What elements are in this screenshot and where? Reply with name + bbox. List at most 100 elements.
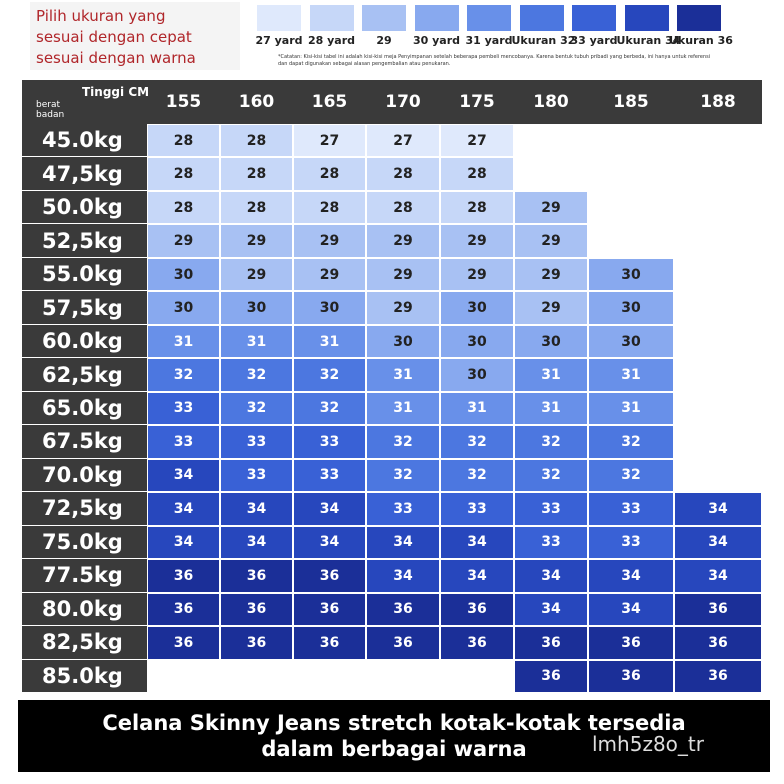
size-cell: 34 [514,559,588,593]
size-cell: 31 [588,391,674,426]
size-cell: 31 [588,358,674,392]
size-cell: 30 [440,358,514,392]
legend-label: Ukuran 36 [669,34,733,47]
size-cell: 30 [147,291,220,325]
size-cell: 36 [588,626,674,660]
size-cell: 33 [147,425,220,459]
size-cell: 28 [366,190,440,225]
size-cell: 32 [588,425,674,459]
size-cell: 32 [440,425,514,459]
row-label: 57,5kg [22,291,147,325]
size-cell: 36 [220,559,293,593]
size-cell: 36 [293,559,366,593]
size-cell: 34 [147,525,220,560]
size-cell: 28 [293,190,366,225]
empty-cell [588,124,674,158]
row-label: 55.0kg [22,258,147,292]
size-cell: 29 [293,224,366,258]
empty-cell [674,157,762,191]
corner-top: Tinggi CM [82,85,150,99]
size-cell: 36 [440,592,514,627]
size-cell: 29 [440,224,514,258]
size-cell: 32 [514,425,588,459]
size-cell: 28 [147,124,220,158]
empty-cell [147,659,220,693]
size-cell: 29 [514,224,588,258]
row-label: 52,5kg [22,224,147,258]
size-cell: 36 [220,592,293,627]
size-cell: 31 [366,358,440,392]
size-cell: 32 [293,391,366,426]
size-cell: 32 [220,358,293,392]
empty-cell [674,257,762,292]
size-cell: 27 [440,124,514,158]
size-cell: 29 [366,291,440,325]
empty-cell [588,157,674,191]
size-cell: 34 [220,525,293,560]
size-cell: 28 [220,190,293,225]
row-label: 77.5kg [22,559,147,593]
size-cell: 36 [147,592,220,627]
size-cell: 28 [147,190,220,225]
size-cell: 36 [514,659,588,693]
size-cell: 34 [674,559,762,593]
size-cell: 32 [147,358,220,392]
size-cell: 33 [588,525,674,560]
column-header: 165 [311,92,348,112]
size-cell: 30 [440,324,514,359]
size-cell: 33 [366,492,440,526]
size-cell: 36 [674,626,762,660]
size-cell: 30 [147,257,220,292]
column-header: 185 [613,92,649,112]
empty-cell [220,659,293,693]
size-cell: 28 [147,157,220,191]
empty-cell [514,157,588,191]
size-cell: 31 [514,358,588,392]
size-cell: 36 [366,592,440,627]
corner-bottom: berat badan [36,100,65,120]
size-cell: 27 [366,124,440,158]
size-cell: 29 [293,257,366,292]
empty-cell [366,659,440,693]
legend-label: 27 yard [255,34,303,47]
size-cell: 36 [674,659,762,693]
legend-swatch [257,5,301,31]
size-cell: 34 [147,458,220,493]
row-label: 47,5kg [22,157,147,191]
size-cell: 36 [293,626,366,660]
size-cell: 28 [220,157,293,191]
column-header: 155 [165,92,202,112]
title-line: Pilih ukuran yang [36,7,166,25]
size-cell: 29 [366,257,440,292]
row-label: 67.5kg [22,425,147,459]
size-cell: 28 [440,190,514,225]
size-cell: 29 [366,224,440,258]
size-cell: 34 [674,492,762,526]
size-cell: 36 [514,626,588,660]
size-cell: 36 [220,626,293,660]
size-cell: 30 [588,291,674,325]
size-cell: 36 [147,559,220,593]
size-cell: 30 [588,257,674,292]
legend-label: 30 yard [412,34,461,47]
size-cell: 28 [293,157,366,191]
size-cell: 36 [674,592,762,627]
size-cell: 29 [220,224,293,258]
row-label: 70.0kg [22,459,147,493]
size-cell: 33 [147,391,220,426]
size-cell: 34 [440,525,514,560]
size-cell: 36 [440,626,514,660]
size-cell: 32 [514,458,588,493]
empty-cell [440,659,514,693]
size-cell: 31 [147,324,220,359]
row-label: 45.0kg [22,124,147,158]
size-table: Tinggi CM berat badan 155 160 165 170 175 180… [22,80,762,693]
title-box: Pilih ukuran yang sesuai dengan cepat sesu… [30,2,240,70]
size-cell: 30 [220,291,293,325]
size-cell: 33 [293,425,366,459]
row-label: 72,5kg [22,492,147,526]
row-label: 80.0kg [22,593,147,627]
size-cell: 29 [440,257,514,292]
size-cell: 33 [220,458,293,493]
size-cell: 30 [366,324,440,359]
